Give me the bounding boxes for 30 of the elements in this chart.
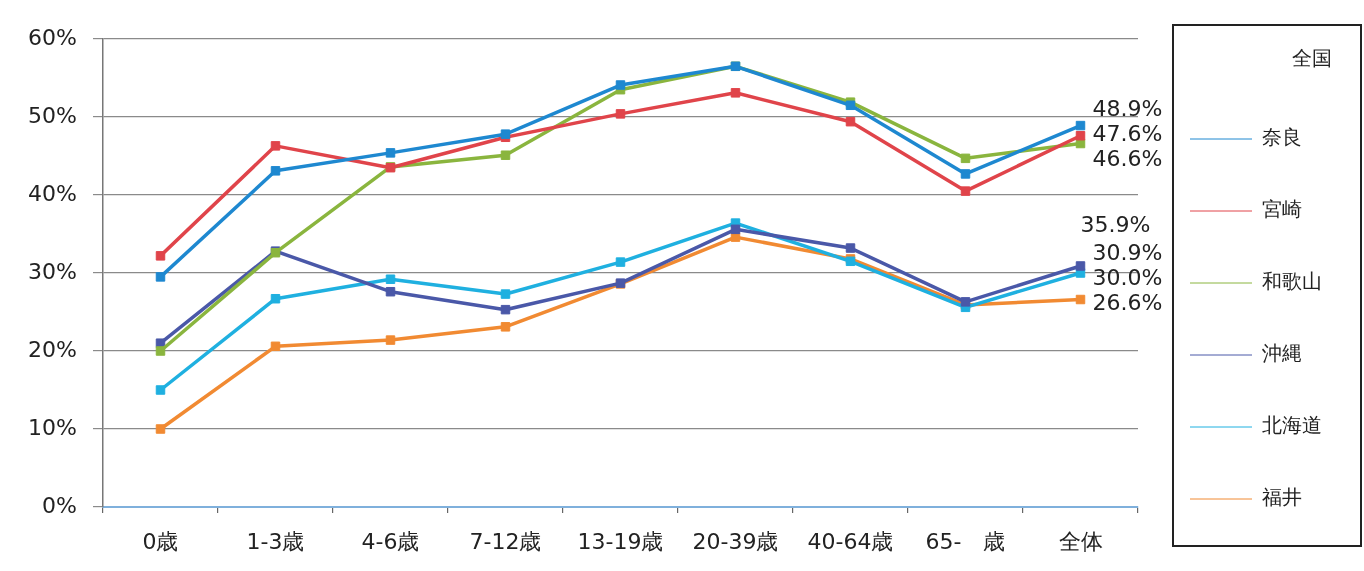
y-tick-label: 10% <box>28 414 77 440</box>
x-tick-label: 13-19歳 <box>577 528 664 554</box>
y-tick-label: 50% <box>28 102 77 128</box>
legend-label: 北海道 <box>1262 413 1322 438</box>
data-label: 48.9% <box>1092 95 1163 121</box>
x-tick-label: 全体 <box>1058 528 1103 554</box>
y-tick-label: 40% <box>28 180 77 206</box>
y-tick-label: 30% <box>28 258 77 284</box>
legend-label: 和歌山 <box>1262 269 1322 294</box>
legend-label: 福井 <box>1262 485 1302 510</box>
y-tick-label: 60% <box>28 24 77 50</box>
data-label: 46.6% <box>1092 145 1163 171</box>
x-tick-label: 65- 歳 <box>925 528 1006 554</box>
legend-title: 全国 <box>1292 46 1332 71</box>
legend-label: 宮崎 <box>1262 197 1302 222</box>
data-label: 30.0% <box>1092 265 1163 291</box>
annotation: 35.9% <box>1080 211 1151 237</box>
data-label: 47.6% <box>1092 120 1163 146</box>
legend-label: 奈良 <box>1262 125 1302 150</box>
x-tick-label: 7-12歳 <box>469 528 542 554</box>
legend-label: 沖縄 <box>1262 341 1302 366</box>
y-tick-label: 20% <box>28 336 77 362</box>
x-tick-label: 1-3歳 <box>246 528 305 554</box>
x-tick-label: 40-64歳 <box>807 528 894 554</box>
data-label: 26.6% <box>1092 290 1163 316</box>
x-tick-label: 0歳 <box>142 528 179 554</box>
data-label: 30.9% <box>1092 240 1163 266</box>
x-tick-label: 4-6歳 <box>361 528 420 554</box>
y-tick-label: 0% <box>42 492 77 518</box>
x-tick-label: 20-39歳 <box>692 528 779 554</box>
